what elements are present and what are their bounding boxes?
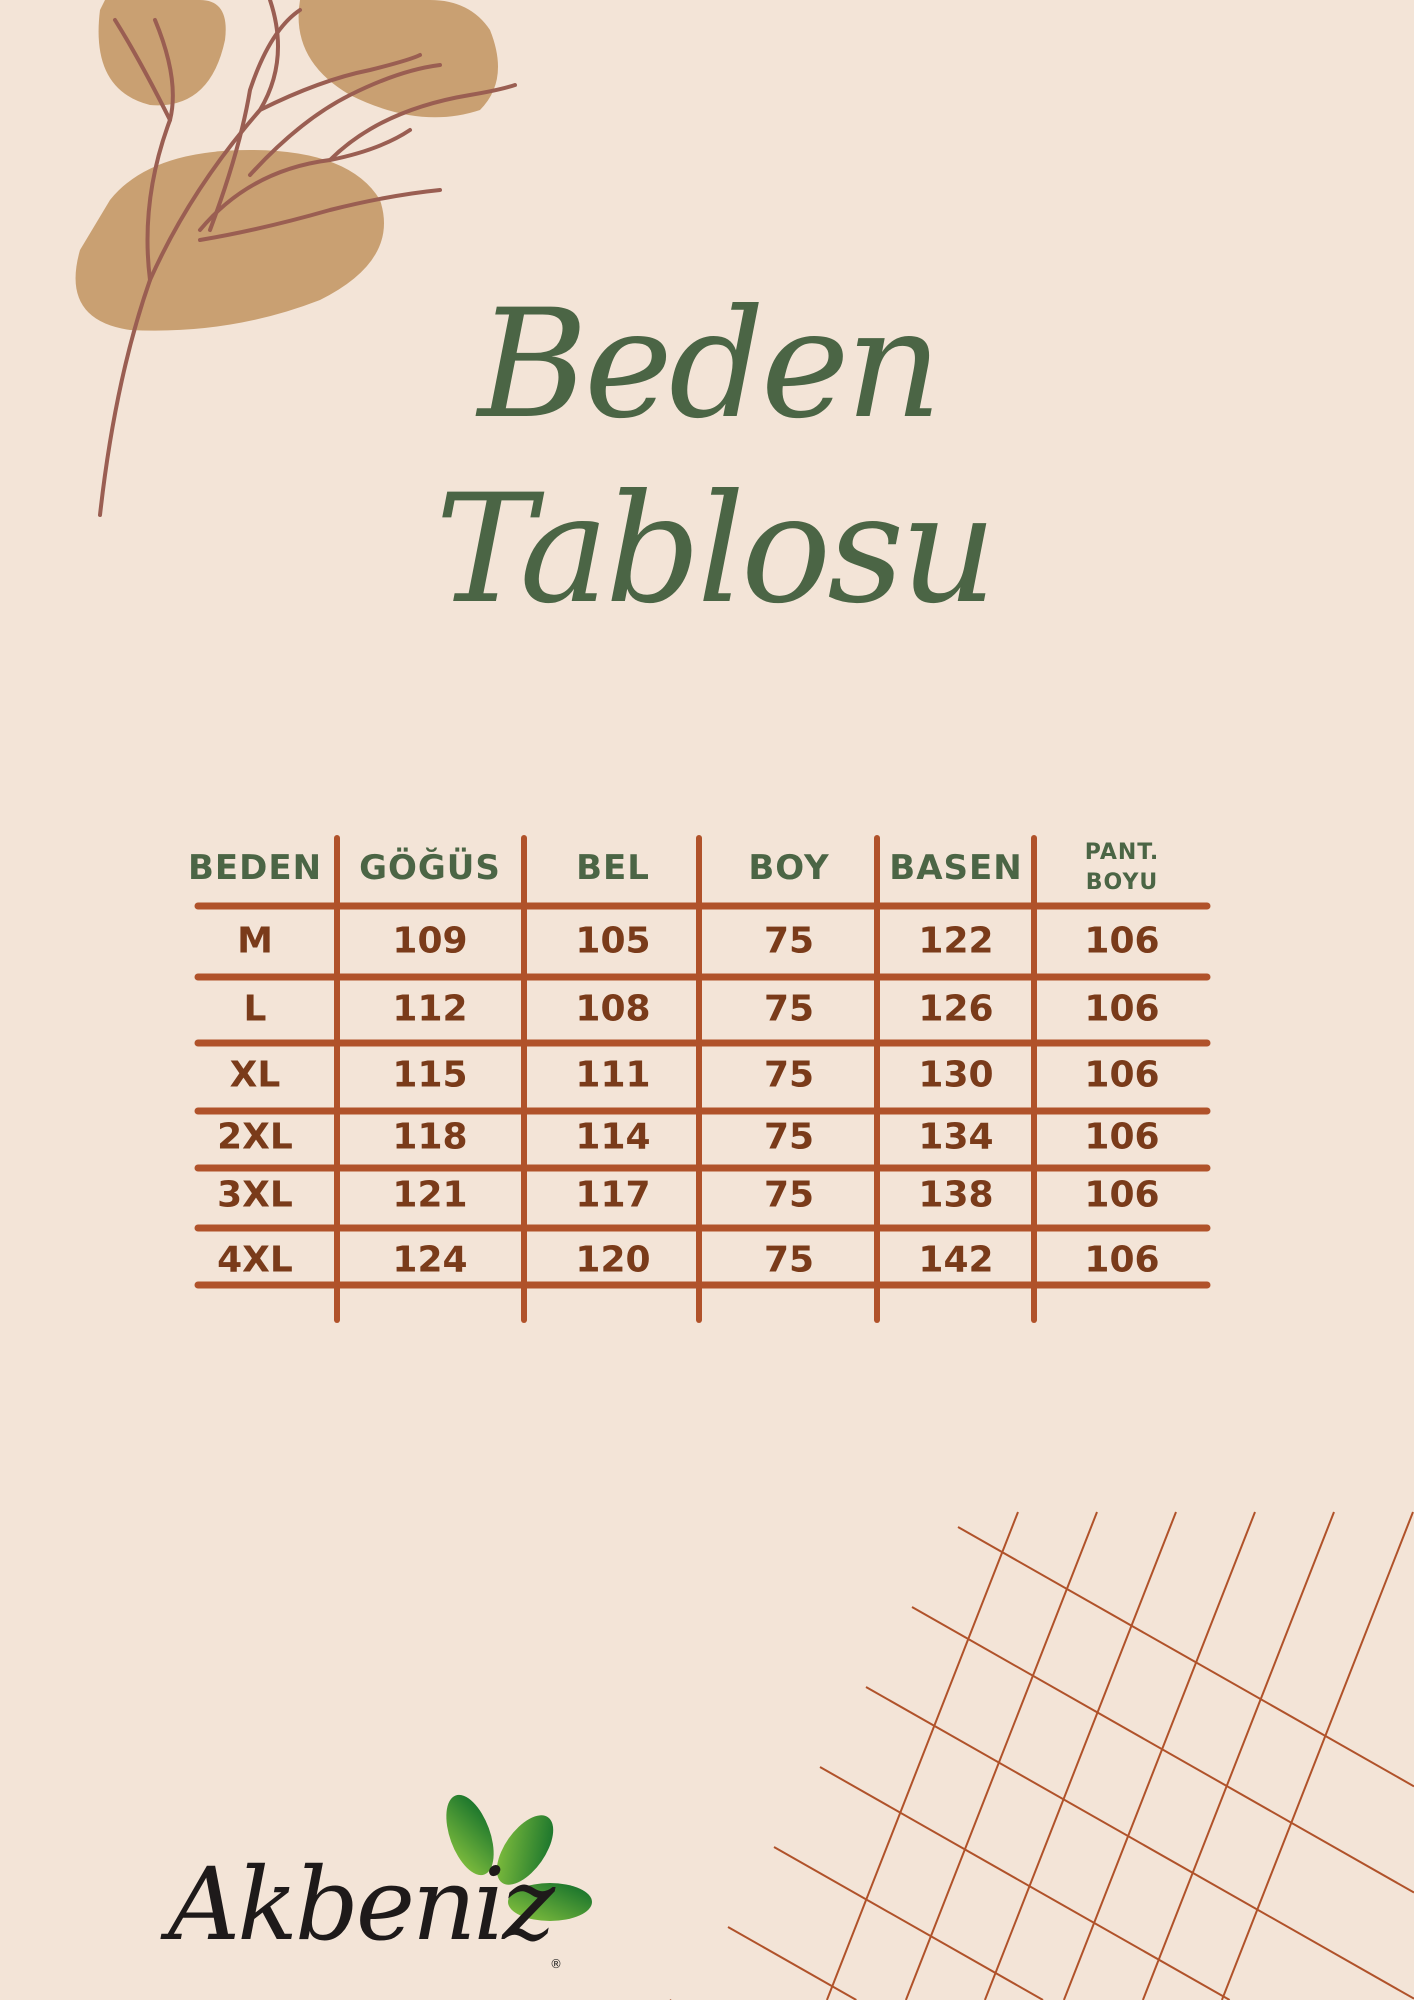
registered-mark: ® [550, 1957, 562, 1971]
brand-logo: Akbeniz [168, 1846, 555, 1963]
grid-line [825, 1511, 1019, 2000]
column-header: BOY [748, 848, 830, 888]
measurement-cell: 106 [1084, 1239, 1160, 1281]
logo-leaves-icon [446, 1794, 592, 1921]
size-label: 2XL [217, 1116, 293, 1158]
measurement-cell: 117 [575, 1174, 651, 1216]
measurement-cell: 121 [392, 1174, 468, 1216]
measurement-cell: 112 [392, 988, 468, 1030]
measurement-cell: 134 [918, 1116, 994, 1158]
measurement-cell: 118 [392, 1116, 468, 1158]
measurement-cell: 106 [1084, 1116, 1160, 1158]
title-line-2: Tablosu [435, 463, 997, 637]
measurement-cell: 108 [575, 988, 651, 1030]
measurement-cell: 105 [575, 920, 651, 962]
measurement-cell: 106 [1084, 1174, 1160, 1216]
measurement-cell: 75 [763, 920, 815, 962]
grid-line [727, 1926, 857, 2000]
measurement-cell: 115 [392, 1054, 468, 1096]
measurement-cell: 75 [763, 1174, 815, 1216]
column-header: GÖĞÜS [359, 848, 501, 888]
measurement-cell: 120 [575, 1239, 651, 1281]
grid-pattern [669, 1511, 1414, 2000]
grid-line [865, 1686, 1414, 2000]
title-line-1: Beden [477, 278, 942, 452]
grid-line [904, 1511, 1098, 2000]
measurement-cell: 109 [392, 920, 468, 962]
branch-icon [98, 0, 517, 517]
measurement-cell: 106 [1084, 988, 1160, 1030]
measurement-cell: 122 [918, 920, 994, 962]
column-header: BEDEN [187, 848, 323, 888]
measurement-cell: 106 [1084, 1054, 1160, 1096]
measurement-cell: 106 [1084, 920, 1160, 962]
column-header: BEL [576, 848, 650, 888]
measurement-cell: 126 [918, 988, 994, 1030]
measurement-cell: 75 [763, 1116, 815, 1158]
grid-line [957, 1526, 1414, 1788]
size-label: 4XL [217, 1239, 293, 1281]
size-label: L [243, 988, 267, 1030]
grid-line [773, 1846, 1044, 2000]
measurement-cell: 75 [763, 988, 815, 1030]
grid-line [1062, 1511, 1256, 2000]
size-label: XL [229, 1054, 281, 1096]
measurement-cell: 75 [763, 1054, 815, 1096]
grid-line [911, 1606, 1414, 1894]
column-header: PANT. BOYU [1084, 840, 1160, 895]
measurement-cell: 130 [918, 1054, 994, 1096]
measurement-cell: 124 [392, 1239, 468, 1281]
grid-line [1220, 1511, 1414, 2000]
grid-line [819, 1766, 1231, 2000]
measurement-cell: 142 [918, 1239, 994, 1281]
column-header: BASEN [889, 848, 1023, 888]
size-label: M [237, 920, 273, 962]
leaf-blobs [75, 0, 498, 331]
measurement-cell: 114 [575, 1116, 651, 1158]
measurement-cell: 138 [918, 1174, 994, 1216]
measurement-cell: 75 [763, 1239, 815, 1281]
grid-line [983, 1511, 1177, 2000]
grid-line [1141, 1511, 1335, 2000]
table-grid [194, 835, 1211, 1323]
size-label: 3XL [217, 1174, 293, 1216]
measurement-cell: 111 [575, 1054, 651, 1096]
